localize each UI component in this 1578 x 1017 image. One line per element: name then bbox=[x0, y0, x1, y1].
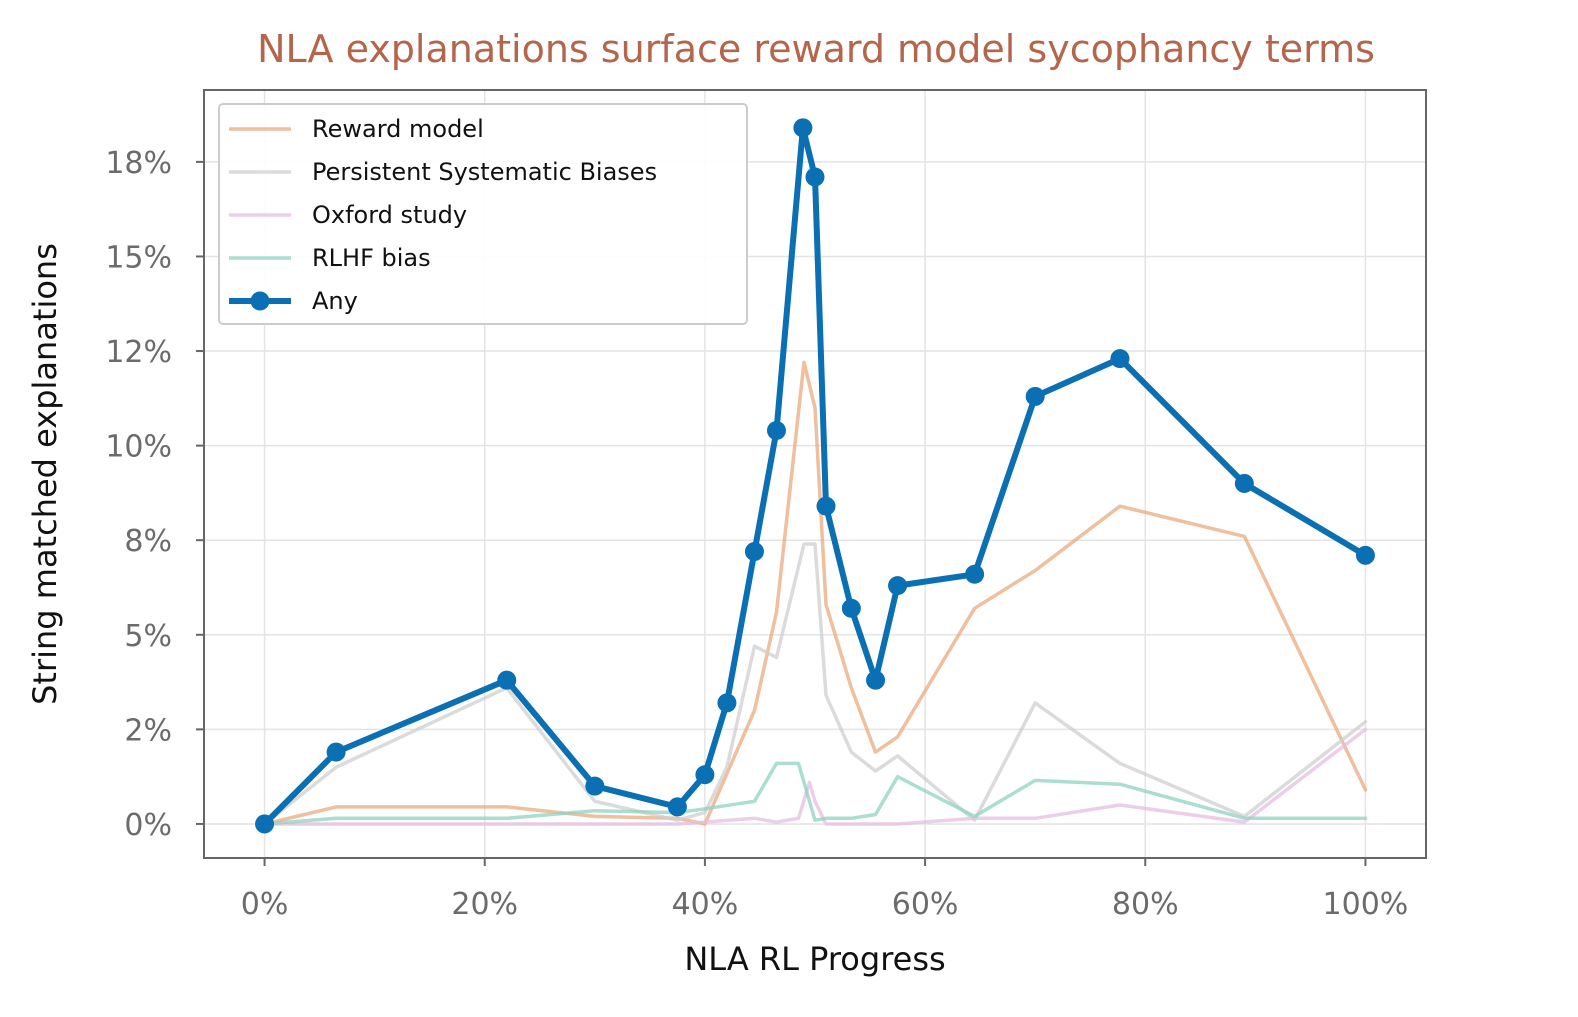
y-tick-label: 10% bbox=[105, 430, 172, 465]
legend-item-any: Any bbox=[229, 287, 358, 315]
data-point-any bbox=[1234, 473, 1254, 493]
data-point-any bbox=[695, 765, 715, 785]
data-point-any bbox=[1025, 386, 1045, 406]
y-tick-label: 8% bbox=[124, 524, 172, 559]
legend-label: Persistent Systematic Biases bbox=[312, 158, 657, 186]
series-oxford-study bbox=[262, 727, 1368, 826]
x-tick-label: 80% bbox=[1112, 887, 1179, 922]
data-point-any bbox=[667, 797, 687, 817]
plot-frame bbox=[203, 89, 1427, 859]
legend-item-rlhf-bias: RLHF bias bbox=[229, 244, 431, 272]
series-line-any bbox=[261, 124, 1369, 827]
series-lines bbox=[255, 118, 1375, 834]
y-tick-label: 2% bbox=[124, 713, 172, 748]
data-point-any bbox=[888, 576, 908, 596]
data-point-any bbox=[841, 598, 861, 618]
legend-item-reward-model: Reward model bbox=[229, 115, 484, 143]
data-point-any bbox=[1110, 349, 1130, 369]
data-point-any bbox=[744, 542, 764, 562]
data-point-any bbox=[585, 776, 605, 796]
x-tick-label: 100% bbox=[1323, 887, 1409, 922]
legend: Reward model Persistent Systematic Biases… bbox=[218, 103, 748, 325]
y-tick-label: 0% bbox=[124, 808, 172, 843]
legend-label: RLHF bias bbox=[312, 244, 431, 272]
series-rlhf-bias bbox=[262, 761, 1368, 826]
series-line-reward-model bbox=[262, 360, 1368, 826]
legend-item-oxford-study: Oxford study bbox=[229, 201, 467, 229]
y-tick-label: 5% bbox=[124, 619, 172, 654]
x-tick-label: 0% bbox=[241, 887, 289, 922]
y-tick-label: 12% bbox=[105, 335, 172, 370]
x-tick-label: 20% bbox=[451, 887, 518, 922]
legend-item-persistent-systematic-biases: Persistent Systematic Biases bbox=[229, 158, 657, 186]
legend-label: Oxford study bbox=[312, 201, 467, 229]
legend-marker bbox=[250, 291, 270, 311]
data-point-any bbox=[717, 693, 737, 713]
series-any bbox=[255, 118, 1375, 834]
y-axis-label: String matched explanations bbox=[26, 243, 64, 705]
data-point-any bbox=[965, 564, 985, 584]
x-tick-label: 60% bbox=[892, 887, 959, 922]
y-tick-label: 18% bbox=[105, 146, 172, 181]
series-reward-model bbox=[262, 360, 1368, 826]
series-line-oxford-study bbox=[262, 727, 1368, 826]
data-point-any bbox=[816, 496, 836, 516]
series-persistent-systematic-biases bbox=[262, 542, 1368, 826]
data-point-any bbox=[866, 670, 886, 690]
legend-box bbox=[218, 103, 748, 325]
data-point-any bbox=[497, 670, 517, 690]
chart-title: NLA explanations surface reward model sy… bbox=[257, 27, 1375, 71]
x-axis-ticks: 0% 20% 40% 60% 80% 100% bbox=[241, 858, 1409, 922]
legend-label: Reward model bbox=[312, 115, 484, 143]
data-point-any bbox=[326, 742, 346, 762]
y-tick-label: 15% bbox=[105, 240, 172, 275]
data-point-any bbox=[793, 118, 813, 138]
data-point-any bbox=[805, 167, 825, 187]
legend-label: Any bbox=[312, 287, 358, 315]
data-point-any bbox=[766, 420, 786, 440]
data-point-any bbox=[255, 814, 275, 834]
y-axis-ticks: 0% 2% 5% 8% 10% 12% 15% 18% bbox=[105, 146, 204, 843]
x-axis-label: NLA RL Progress bbox=[684, 940, 945, 978]
x-tick-label: 40% bbox=[672, 887, 739, 922]
data-point-any bbox=[1355, 545, 1375, 565]
series-line-persistent-systematic-biases bbox=[262, 542, 1368, 826]
series-line-rlhf-bias bbox=[262, 761, 1368, 826]
